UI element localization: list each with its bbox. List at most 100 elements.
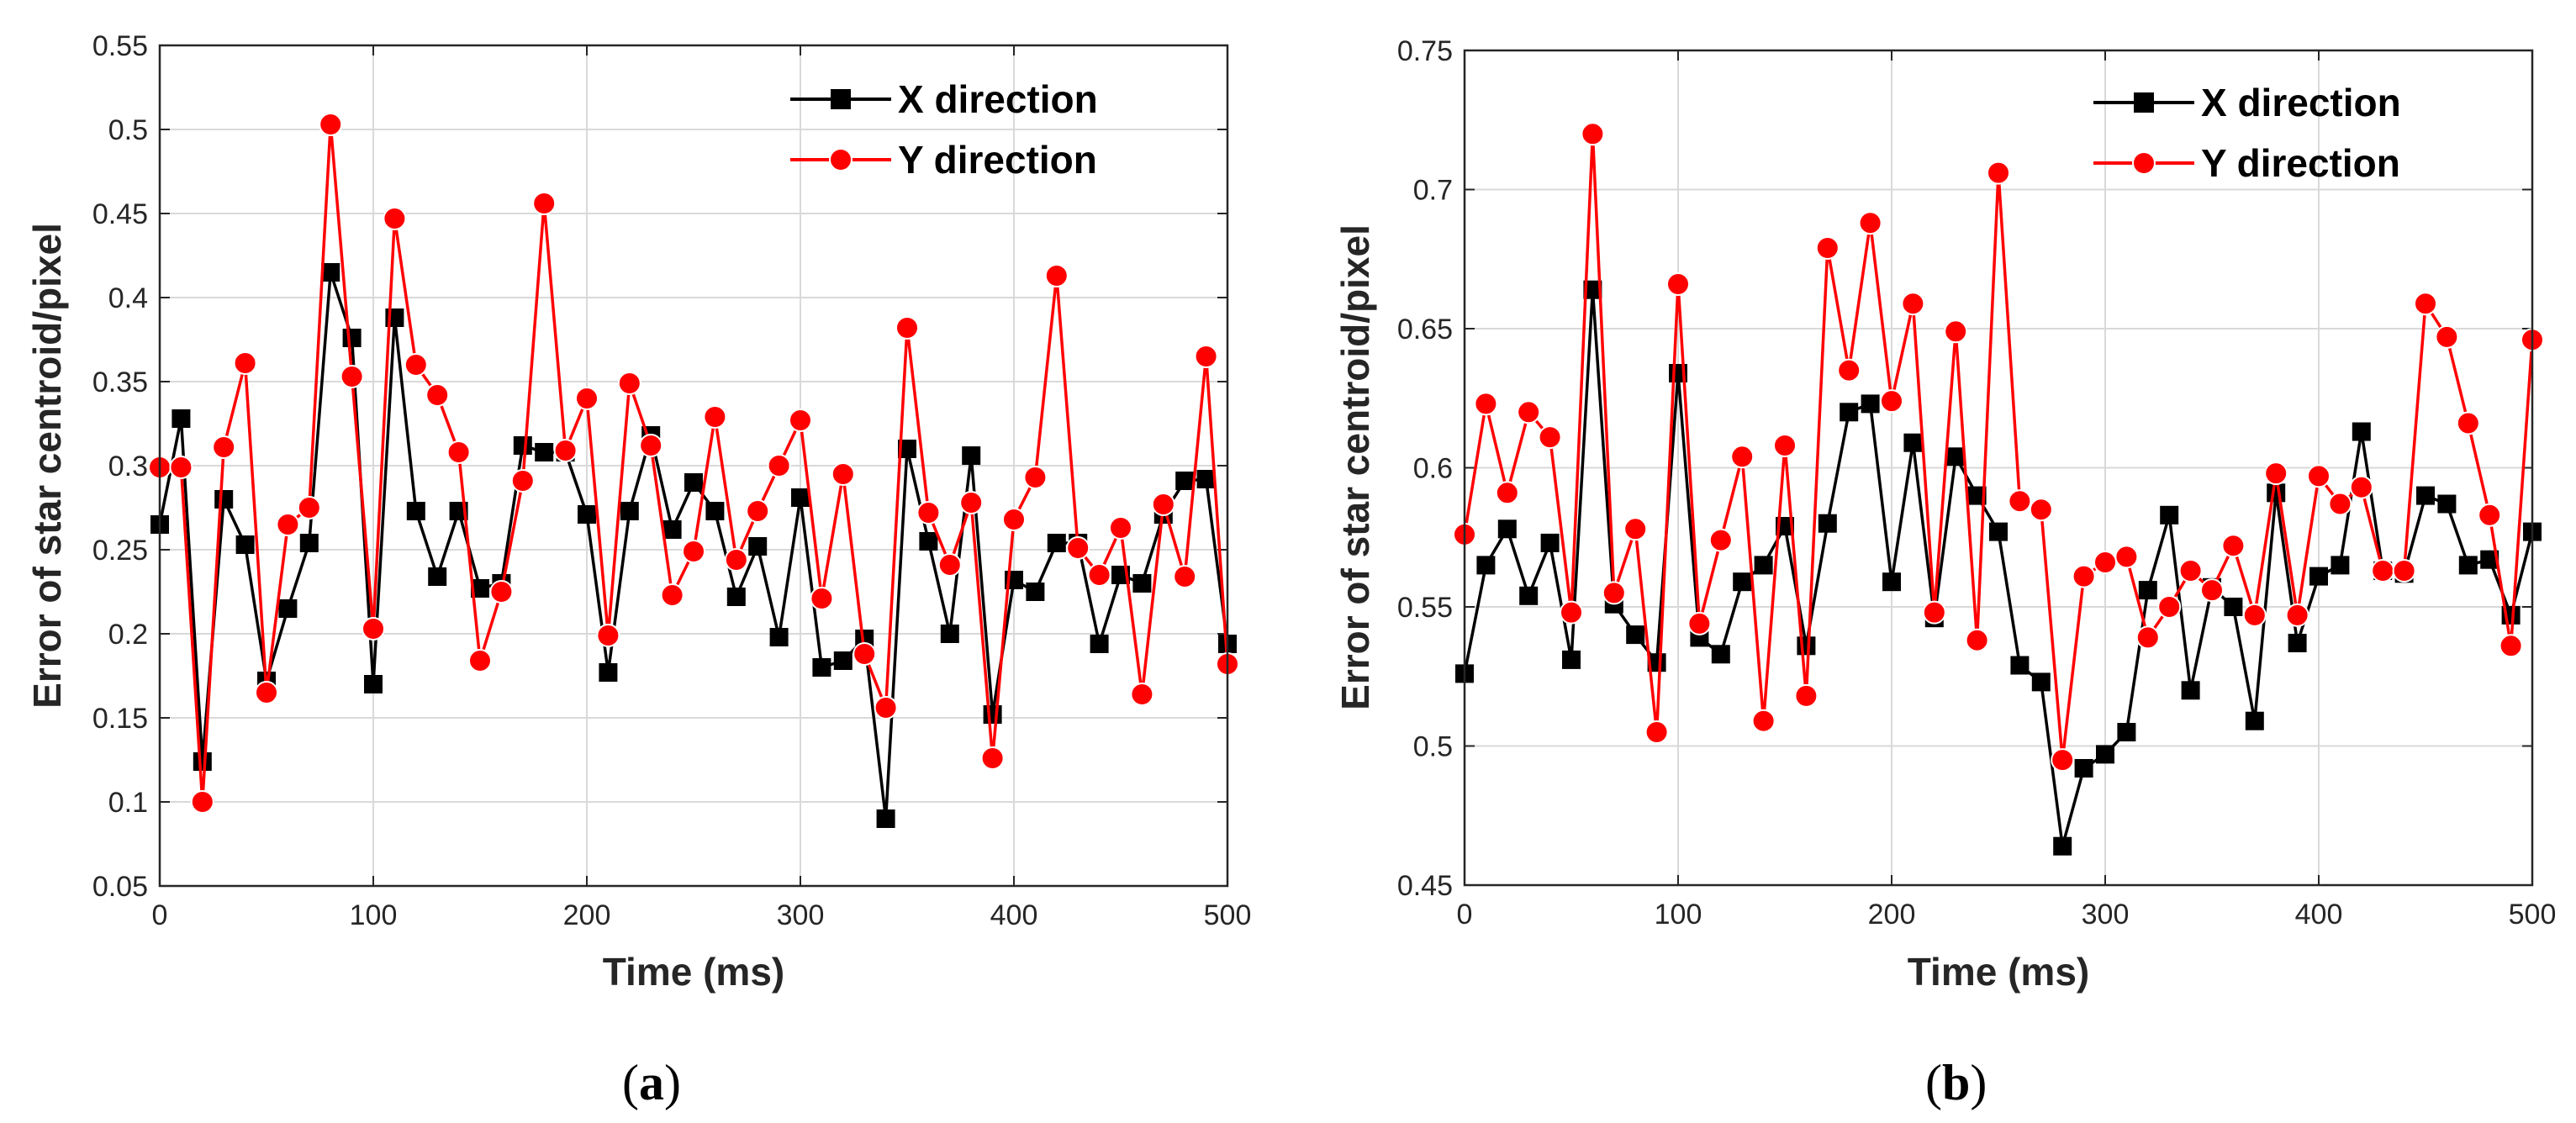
- y-tick-label-b: 0.7: [1413, 175, 1453, 207]
- point-x-a: [299, 534, 319, 552]
- point-y-a: [810, 587, 834, 610]
- point-y-b: [2371, 559, 2395, 583]
- point-y-a: [746, 499, 770, 523]
- y-axis-label-b: Error of star centroid/pixel: [1333, 224, 1377, 710]
- point-y-b: [2178, 559, 2203, 583]
- point-x-b: [2416, 486, 2435, 505]
- point-y-a: [468, 649, 492, 672]
- point-x-b: [2053, 836, 2072, 856]
- y-tick-label-b: 0.65: [1397, 314, 1453, 345]
- caption-a-open: (: [622, 1055, 639, 1110]
- y-tick-label-a: 0.55: [92, 30, 148, 62]
- point-y-a: [596, 624, 620, 647]
- point-x-b: [2138, 581, 2157, 600]
- point-y-b: [2307, 464, 2331, 488]
- x-tick-label-b: 200: [1868, 899, 1916, 931]
- point-y-b: [2499, 634, 2523, 658]
- point-y-a: [233, 351, 257, 375]
- point-y-a: [831, 462, 855, 486]
- point-x-b: [1882, 572, 1901, 592]
- point-y-a: [319, 113, 343, 136]
- legend-label-y-a: Y direction: [898, 138, 1097, 182]
- point-x-a: [321, 263, 340, 282]
- series-a: [148, 113, 1239, 828]
- point-y-b: [1880, 389, 1903, 414]
- point-y-a: [916, 501, 941, 525]
- point-x-a: [513, 436, 532, 455]
- point-y-a: [169, 456, 193, 479]
- point-x-a: [535, 443, 554, 461]
- point-x-a: [428, 567, 447, 586]
- point-y-b: [2349, 475, 2373, 499]
- point-y-a: [1044, 264, 1069, 287]
- point-x-b: [2224, 598, 2243, 616]
- point-x-a: [172, 409, 191, 428]
- point-x-b: [1540, 533, 1560, 552]
- y-tick-label-a: 0.05: [92, 871, 148, 903]
- legend-label-x-b: X direction: [2201, 81, 2401, 124]
- y-tick-label-a: 0.4: [108, 282, 148, 314]
- point-x-a: [1026, 583, 1045, 601]
- point-y-b: [2456, 411, 2480, 435]
- point-x-b: [2031, 672, 2051, 692]
- panel-b: 0.45 0.5 0.55 0.6 0.65 0.7 0.75 0 100 200 300 400 5…: [1333, 35, 2556, 1110]
- point-x-a: [1132, 574, 1152, 593]
- point-y-a: [789, 409, 812, 432]
- point-y-a: [1130, 683, 1154, 706]
- point-x-b: [1989, 522, 2008, 541]
- point-x-b: [2288, 634, 2307, 652]
- x-tick-label-a: 300: [777, 899, 825, 931]
- point-y-a: [617, 372, 641, 395]
- x-ticks-b: 0 100 200 300 400 500: [1457, 50, 2556, 931]
- point-y-b: [1495, 481, 1519, 505]
- point-x-b: [1754, 556, 1773, 575]
- point-y-b: [1794, 683, 1819, 708]
- point-y-b: [1858, 211, 1882, 235]
- y-tick-label-b: 0.45: [1397, 870, 1453, 902]
- point-y-a: [639, 434, 663, 457]
- x-tick-label-b: 0: [1457, 899, 1473, 931]
- caption-b-open: (: [1925, 1055, 1942, 1110]
- point-y-a: [959, 491, 984, 514]
- legend-marker-y-a: [829, 148, 853, 171]
- series-b: [1453, 122, 2544, 856]
- point-y-a: [340, 365, 364, 388]
- point-y-b: [1517, 400, 1541, 424]
- x-tick-label-a: 400: [990, 899, 1038, 931]
- y-ticks-a: 0.05 0.1 0.15 0.2 0.25 0.3 0.35 0.4 0.45 0.5 0.55: [92, 30, 1227, 903]
- point-x-b: [1519, 586, 1539, 605]
- y-tick-label-b: 0.55: [1397, 592, 1453, 624]
- caption-b-close: ): [1970, 1055, 1987, 1110]
- legend-marker-y-b: [2132, 151, 2156, 175]
- point-x-b: [2010, 656, 2030, 675]
- legend-label-x-a: X direction: [898, 77, 1098, 121]
- point-y-b: [1560, 600, 1583, 625]
- point-x-b: [1562, 650, 1581, 669]
- point-y-b: [1474, 392, 1498, 416]
- point-x-a: [578, 505, 596, 524]
- point-y-a: [1087, 563, 1111, 587]
- point-x-b: [2117, 723, 2136, 741]
- point-y-a: [532, 192, 557, 215]
- point-x-b: [2352, 422, 2371, 441]
- y-tick-label-a: 0.2: [108, 619, 148, 651]
- point-x-b: [2331, 556, 2350, 575]
- point-y-a: [937, 553, 962, 577]
- point-y-b: [2328, 492, 2352, 516]
- point-y-b: [1815, 236, 1840, 260]
- point-x-b: [1797, 636, 1816, 656]
- point-x-a: [471, 579, 489, 598]
- point-x-b: [1497, 519, 1517, 539]
- x-tick-label-a: 0: [152, 899, 168, 931]
- point-x-a: [705, 502, 725, 520]
- point-x-b: [1818, 514, 1837, 533]
- point-x-b: [2309, 567, 2328, 586]
- point-y-b: [1708, 528, 1733, 552]
- legend-marker-x-a: [831, 89, 851, 109]
- point-y-b: [2051, 748, 2075, 772]
- point-x-b: [2096, 745, 2114, 764]
- legend-entry-y-a: Y direction: [790, 138, 1097, 182]
- point-y-a: [553, 439, 578, 462]
- point-y-a: [1151, 493, 1175, 516]
- point-x-a: [1090, 635, 1109, 653]
